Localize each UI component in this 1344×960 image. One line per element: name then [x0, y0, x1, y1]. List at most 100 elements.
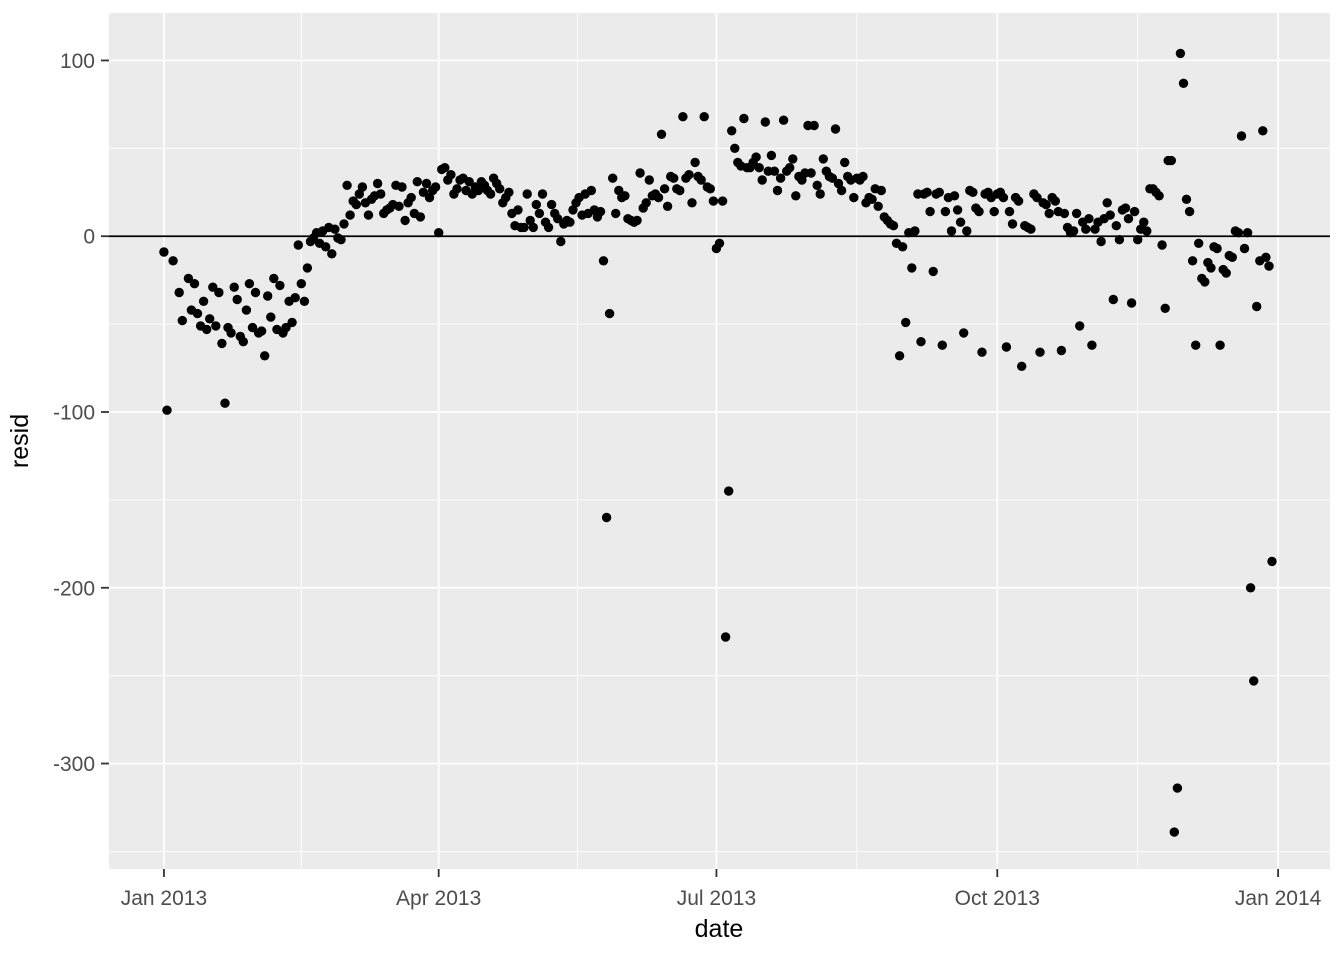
data-point: [394, 201, 404, 211]
data-point: [336, 235, 346, 245]
data-point: [412, 177, 422, 187]
data-point: [1245, 583, 1256, 593]
data-point: [818, 154, 828, 164]
data-point: [1108, 294, 1119, 305]
data-point: [998, 192, 1009, 203]
data-point: [1007, 219, 1018, 229]
data-point: [263, 291, 273, 301]
data-point: [690, 157, 700, 168]
data-point: [1181, 194, 1192, 204]
data-point: [1035, 347, 1045, 357]
data-point: [177, 315, 187, 326]
data-point: [192, 308, 203, 319]
data-point: [1252, 301, 1262, 312]
data-point: [812, 180, 822, 190]
data-point: [959, 328, 969, 338]
y-tick-label: -200: [53, 577, 95, 600]
data-point: [424, 192, 435, 203]
data-point: [376, 189, 386, 199]
data-point: [406, 192, 416, 203]
data-point: [1267, 556, 1277, 567]
data-point: [946, 226, 957, 236]
data-point: [797, 175, 807, 185]
data-point: [1212, 243, 1222, 254]
data-point: [873, 201, 883, 211]
data-point: [330, 224, 340, 234]
data-point: [598, 256, 609, 266]
data-point: [1126, 298, 1137, 308]
data-point: [430, 182, 441, 192]
data-point: [1120, 203, 1131, 213]
data-point: [440, 163, 450, 173]
data-point: [727, 126, 737, 136]
data-point: [202, 324, 212, 335]
data-point: [1242, 228, 1253, 238]
data-point: [1056, 345, 1067, 356]
data-point: [1258, 126, 1268, 136]
data-point: [937, 340, 947, 350]
data-point: [916, 337, 926, 347]
data-point: [217, 338, 227, 349]
data-point: [415, 212, 426, 222]
data-point: [1105, 210, 1115, 220]
data-point: [1194, 238, 1204, 248]
data-point: [1133, 235, 1143, 245]
data-point: [1017, 361, 1027, 371]
data-point: [1175, 48, 1186, 59]
data-point: [586, 185, 596, 196]
data-point: [952, 205, 963, 215]
data-point: [513, 205, 523, 215]
data-point: [1059, 208, 1070, 219]
data-point: [708, 196, 719, 206]
data-point: [962, 226, 972, 236]
data-point: [1239, 243, 1250, 254]
data-point: [1096, 236, 1106, 247]
data-point: [940, 206, 951, 217]
data-point: [1233, 228, 1244, 238]
data-point: [1154, 191, 1164, 201]
data-point: [421, 178, 432, 189]
data-point: [293, 240, 303, 250]
data-point: [473, 185, 484, 196]
x-tick-label: Oct 2013: [955, 887, 1040, 910]
data-point: [1013, 196, 1024, 206]
data-point: [238, 337, 248, 347]
data-point: [269, 273, 279, 284]
data-point: [675, 185, 685, 196]
data-point: [296, 279, 306, 289]
data-point: [229, 282, 239, 292]
data-point: [730, 143, 740, 153]
data-point: [632, 215, 642, 226]
data-point: [183, 273, 194, 284]
data-point: [656, 129, 667, 139]
data-point: [778, 115, 789, 125]
data-point: [556, 236, 566, 247]
data-point: [168, 256, 178, 266]
data-point: [1160, 303, 1170, 313]
x-tick-label: Jan 2013: [121, 887, 207, 910]
data-point: [1044, 208, 1054, 219]
data-point: [299, 296, 310, 306]
data-point: [519, 222, 529, 233]
data-point: [809, 120, 819, 131]
data-point: [281, 322, 291, 333]
data-point: [934, 187, 944, 197]
data-point: [1004, 206, 1015, 217]
data-point: [211, 321, 221, 331]
data-point: [452, 184, 462, 194]
data-point: [543, 222, 554, 233]
data-point: [785, 163, 795, 173]
data-point: [699, 112, 709, 122]
data-point: [705, 184, 715, 194]
data-point: [791, 191, 801, 201]
data-point: [1026, 224, 1036, 234]
x-tick-label: Jan 2014: [1235, 887, 1322, 910]
data-point: [1187, 256, 1198, 266]
data-point: [1249, 676, 1259, 686]
data-point: [840, 157, 850, 168]
data-point: [565, 217, 575, 227]
data-point: [724, 486, 734, 496]
data-point: [901, 317, 911, 328]
data-point: [418, 187, 429, 197]
